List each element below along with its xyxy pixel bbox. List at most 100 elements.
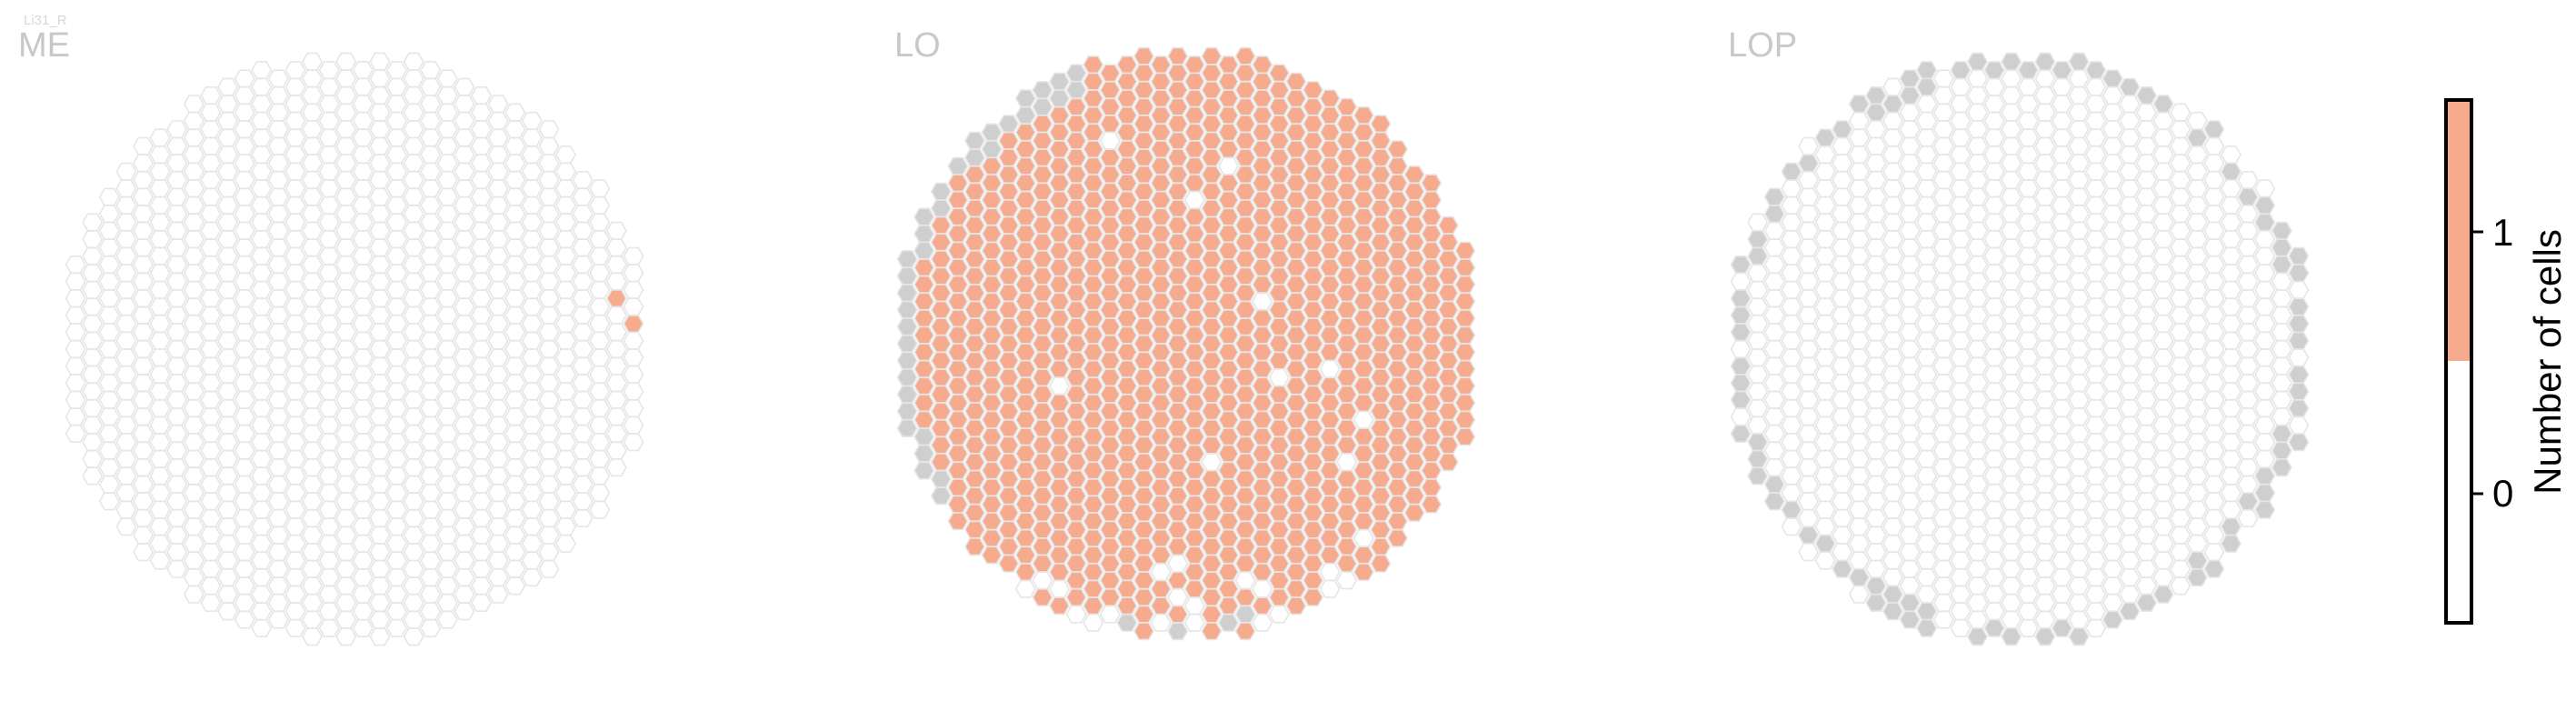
lo-hex-cell xyxy=(981,427,1003,446)
lop-hex-cell xyxy=(2102,475,2123,494)
lo-hex-cell xyxy=(1370,115,1392,134)
me-hex-cell xyxy=(385,517,408,536)
lop-hex-cell xyxy=(1814,449,1836,468)
lop-hex-cell xyxy=(1983,213,2005,232)
lop-hex-cell xyxy=(2068,576,2090,596)
me-hex-cell xyxy=(403,390,424,409)
lo-hex-cell xyxy=(1048,72,1071,91)
me-hex-cell xyxy=(554,195,577,215)
lop-hex-cell xyxy=(2085,61,2107,80)
me-hex-cell xyxy=(470,475,493,494)
me-hex-cell xyxy=(589,195,611,215)
lop-hex-cell xyxy=(2034,508,2056,528)
lo-hex-cell xyxy=(1319,343,1341,362)
lop-hex-cell xyxy=(1865,339,1887,359)
lop-hex-cell xyxy=(1983,534,2005,553)
lo-hex-cell xyxy=(1217,190,1240,209)
lop-hex-cell xyxy=(1797,255,1820,275)
me-hex-cell xyxy=(335,289,357,308)
lop-hex-cell xyxy=(1916,466,1938,486)
me-hex-cell xyxy=(98,272,120,291)
me-hex-cell xyxy=(369,120,391,139)
lo-hex-cell xyxy=(1370,215,1392,235)
lop-hex-cell xyxy=(1983,585,2005,604)
lo-hex-cell xyxy=(1421,343,1443,362)
lop-hex-cell xyxy=(2085,145,2107,165)
lop-hex-cell xyxy=(1763,272,1785,291)
lo-hex-cell xyxy=(1032,520,1053,539)
lo-hex-cell xyxy=(1099,587,1121,607)
lop-hex-cell xyxy=(1865,221,1887,240)
lop-hex-cell xyxy=(2135,475,2158,494)
lo-hex-cell xyxy=(1201,587,1223,607)
lop-hex-cell xyxy=(2017,348,2039,367)
lo-hex-cell xyxy=(1201,368,1223,387)
lop-hex-cell xyxy=(2001,610,2022,629)
me-hex-cell xyxy=(369,255,391,275)
lop-hex-cell xyxy=(2051,331,2073,350)
lo-hex-cell xyxy=(1150,427,1172,446)
lop-hex-cell xyxy=(2119,399,2141,418)
lo-hex-cell xyxy=(947,174,969,193)
me-hex-cell xyxy=(183,179,205,198)
me-hex-cell xyxy=(335,205,357,224)
lo-hex-cell xyxy=(1201,554,1223,573)
me-hex-cell xyxy=(216,348,239,367)
me-hex-cell xyxy=(183,297,205,316)
lop-hex-cell xyxy=(2017,145,2039,165)
me-hex-cell xyxy=(115,264,137,283)
me-hex-cell xyxy=(436,272,458,291)
me-hex-cell xyxy=(98,305,120,325)
me-hex-cell xyxy=(420,585,442,604)
me-hex-cell xyxy=(369,424,391,444)
me-hex-cell xyxy=(487,585,509,604)
lop-hex-cell xyxy=(2051,162,2073,181)
lo-hex-cell xyxy=(1201,402,1223,421)
me-hex-cell xyxy=(385,534,408,553)
me-hex-cell xyxy=(251,568,273,587)
lo-hex-cell xyxy=(1234,436,1256,455)
lo-hex-cell xyxy=(1386,461,1409,480)
lo-hex-cell xyxy=(1370,233,1392,252)
me-hex-cell xyxy=(385,484,408,503)
lop-hex-cell xyxy=(1814,145,1836,165)
me-hex-cell xyxy=(216,315,239,334)
me-hex-cell xyxy=(454,534,475,553)
lop-hex-cell xyxy=(2017,382,2039,401)
me-hex-cell xyxy=(183,162,205,181)
lo-hex-cell xyxy=(1032,469,1053,488)
lop-hex-cell xyxy=(1747,399,1769,418)
me-hex-cell xyxy=(98,238,120,257)
lo-hex-cell xyxy=(998,233,1020,252)
lo-hex-cell xyxy=(1421,410,1443,429)
lo-hex-cell xyxy=(1150,394,1172,413)
lo-hex-cell xyxy=(1032,215,1053,235)
colorbar-tick-label-1: 1 xyxy=(2492,211,2513,254)
lo-hex-cell xyxy=(964,436,986,455)
lop-hex-cell xyxy=(2102,86,2123,105)
lop-hex-cell xyxy=(1950,280,1972,299)
lo-hex-cell xyxy=(1302,131,1324,150)
lop-hex-cell xyxy=(2102,238,2123,257)
me-hex-cell xyxy=(318,213,340,232)
lop-hex-cell xyxy=(2203,136,2225,155)
lo-hex-cell xyxy=(896,351,918,370)
me-hex-cell xyxy=(521,365,543,384)
me-hex-cell xyxy=(504,492,526,511)
lo-hex-cell xyxy=(981,325,1003,345)
lop-hex-cell xyxy=(2001,120,2022,139)
lop-hex-cell xyxy=(1865,103,1887,122)
lop-hex-cell xyxy=(1983,399,2005,418)
lo-hex-cell xyxy=(1065,81,1087,99)
lop-hex-cell xyxy=(2237,441,2259,460)
lo-hex-cell xyxy=(1083,343,1104,362)
me-hex-cell xyxy=(521,111,543,130)
lop-hex-cell xyxy=(1747,382,1769,401)
lop-hex-cell xyxy=(2001,187,2022,206)
lo-hex-cell xyxy=(964,165,986,184)
lo-hex-cell xyxy=(1252,546,1273,565)
me-hex-cell xyxy=(470,323,493,342)
lop-hex-cell xyxy=(2271,356,2292,376)
lo-hex-cell xyxy=(1150,359,1172,378)
lop-hex-cell xyxy=(2034,576,2056,596)
